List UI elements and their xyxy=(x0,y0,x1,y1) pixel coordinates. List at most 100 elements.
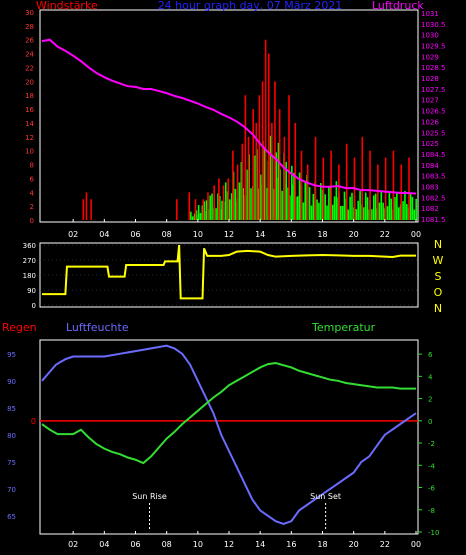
wind-bar xyxy=(250,188,252,220)
x-tick-label: 22 xyxy=(380,540,390,549)
pressure-y-tick-label: 1029.5 xyxy=(421,43,446,51)
humidity-y-ticks: 65 70 75 80 85 90 95 xyxy=(7,351,16,521)
pressure-y-tick-label: 1084.5 xyxy=(421,151,446,159)
wind-y-tick-label: 16 xyxy=(25,106,34,114)
humidity-y-tick-label: 80 xyxy=(7,432,16,440)
x-tick-label: 08 xyxy=(162,230,172,239)
pressure-y-tick-label: 1025.5 xyxy=(421,129,446,137)
wind-pressure-panel: 24 hour graph day, 07 März 2021 Windstär… xyxy=(25,0,445,239)
wind-bar xyxy=(203,201,206,220)
wind-bar xyxy=(390,198,393,220)
wind-bar xyxy=(197,205,200,220)
sunrise-label: Sun Rise xyxy=(132,492,167,501)
temperature-label: Temperatur xyxy=(311,321,376,334)
wind-bar xyxy=(355,209,358,220)
direction-y-tick-label: 0 xyxy=(32,302,36,310)
wind-bar xyxy=(339,205,342,220)
gust-bar xyxy=(258,95,261,220)
gust-bar xyxy=(288,95,290,220)
pressure-y-ticks: 1031 1030.5 1030 1029.5 1029 1028.5 1028 1027.5… xyxy=(421,10,446,224)
pressure-y-tick-label: 1028.5 xyxy=(421,64,446,72)
wind-bar xyxy=(275,177,278,220)
gust-bar xyxy=(236,164,239,220)
gust-bar xyxy=(283,136,286,220)
pressure-y-tick-label: 1028 xyxy=(421,75,439,83)
gust-bar xyxy=(244,95,247,220)
gust-bar xyxy=(247,136,250,220)
wind-y-tick-label: 4 xyxy=(30,189,35,197)
wind-bar xyxy=(406,204,408,220)
wind-bar xyxy=(289,195,291,220)
wind-bar xyxy=(211,193,213,220)
x-tick-label: 18 xyxy=(317,230,327,239)
wind-y-tick-label: 0 xyxy=(30,217,34,225)
wind-bar xyxy=(201,205,204,220)
wind-bar xyxy=(328,186,330,220)
x-tick-label: 20 xyxy=(349,540,359,549)
gust-bar xyxy=(213,185,216,220)
gust-bar xyxy=(85,192,88,220)
wind-bar xyxy=(335,181,338,220)
direction-y-tick-label: 360 xyxy=(23,242,36,250)
wind-bar xyxy=(304,180,307,220)
wind-bar xyxy=(404,191,406,220)
wind-bar xyxy=(382,202,384,220)
x-tick-label: 06 xyxy=(130,540,140,549)
wind-bar xyxy=(411,196,414,220)
wind-bar xyxy=(205,200,208,220)
temperature-line xyxy=(41,361,416,465)
wind-bar xyxy=(240,161,243,220)
pressure-y-tick-label: 1031 xyxy=(421,10,439,18)
wind-bar xyxy=(394,197,396,220)
humidity-line xyxy=(41,344,417,525)
wind-bar xyxy=(263,146,266,220)
humidity-y-tick-label: 95 xyxy=(7,351,16,359)
wind-y-tick-label: 8 xyxy=(30,162,34,170)
wind-bar xyxy=(224,182,227,220)
humidity-y-tick-label: 75 xyxy=(7,459,16,467)
direction-y-tick-label: 90 xyxy=(27,287,36,295)
temperature-y-tick-label: -6 xyxy=(428,485,436,493)
wind-bar xyxy=(397,207,400,220)
humidity-x-ticks: 02 04 06 08 10 12 14 16 18 20 22 00 xyxy=(68,531,421,549)
pressure-y-tick-label: 1082.5 xyxy=(421,194,446,202)
temperature-y-tick-label: 4 xyxy=(428,373,433,381)
wind-y-tick-label: 12 xyxy=(25,134,34,142)
x-tick-label: 02 xyxy=(68,230,78,239)
x-tick-label: 14 xyxy=(255,540,265,549)
gust-bar xyxy=(194,199,197,220)
rain-zero-label: 0 xyxy=(31,417,36,426)
gust-bar xyxy=(274,81,276,220)
direction-label: W xyxy=(433,254,444,267)
gust-bar xyxy=(300,150,303,220)
humidity-y-tick-label: 65 xyxy=(7,513,16,521)
wind-bar xyxy=(363,207,365,220)
wind-bar xyxy=(219,195,221,220)
pressure-axis-label: Luftdruck xyxy=(372,0,424,12)
direction-y-tick-label: 270 xyxy=(23,257,36,265)
gust-bar xyxy=(330,150,332,220)
temperature-y-tick-label: -4 xyxy=(428,462,436,470)
gust-bar xyxy=(176,199,178,220)
wind-axis-label: Windstärke xyxy=(36,0,98,12)
wind-bar xyxy=(359,191,361,220)
gust-bar xyxy=(252,109,254,220)
gust-bar xyxy=(218,178,220,220)
direction-y-ticks: 0 90 180 270 360 xyxy=(23,242,36,310)
pressure-y-tick-label: 1027 xyxy=(421,97,439,105)
direction-y-tick-label: 180 xyxy=(23,272,36,280)
wind-bar xyxy=(378,202,381,220)
gust-bar xyxy=(241,143,244,220)
x-tick-label: 02 xyxy=(68,540,78,549)
direction-label: N xyxy=(434,302,442,315)
gust-bar xyxy=(345,143,348,220)
x-tick-label: 12 xyxy=(224,230,234,239)
wind-y-tick-label: 2 xyxy=(30,203,34,211)
gust-bar xyxy=(232,150,234,220)
wind-bar xyxy=(351,192,353,220)
gust-bar xyxy=(261,81,264,220)
x-tick-label: 04 xyxy=(99,230,109,239)
